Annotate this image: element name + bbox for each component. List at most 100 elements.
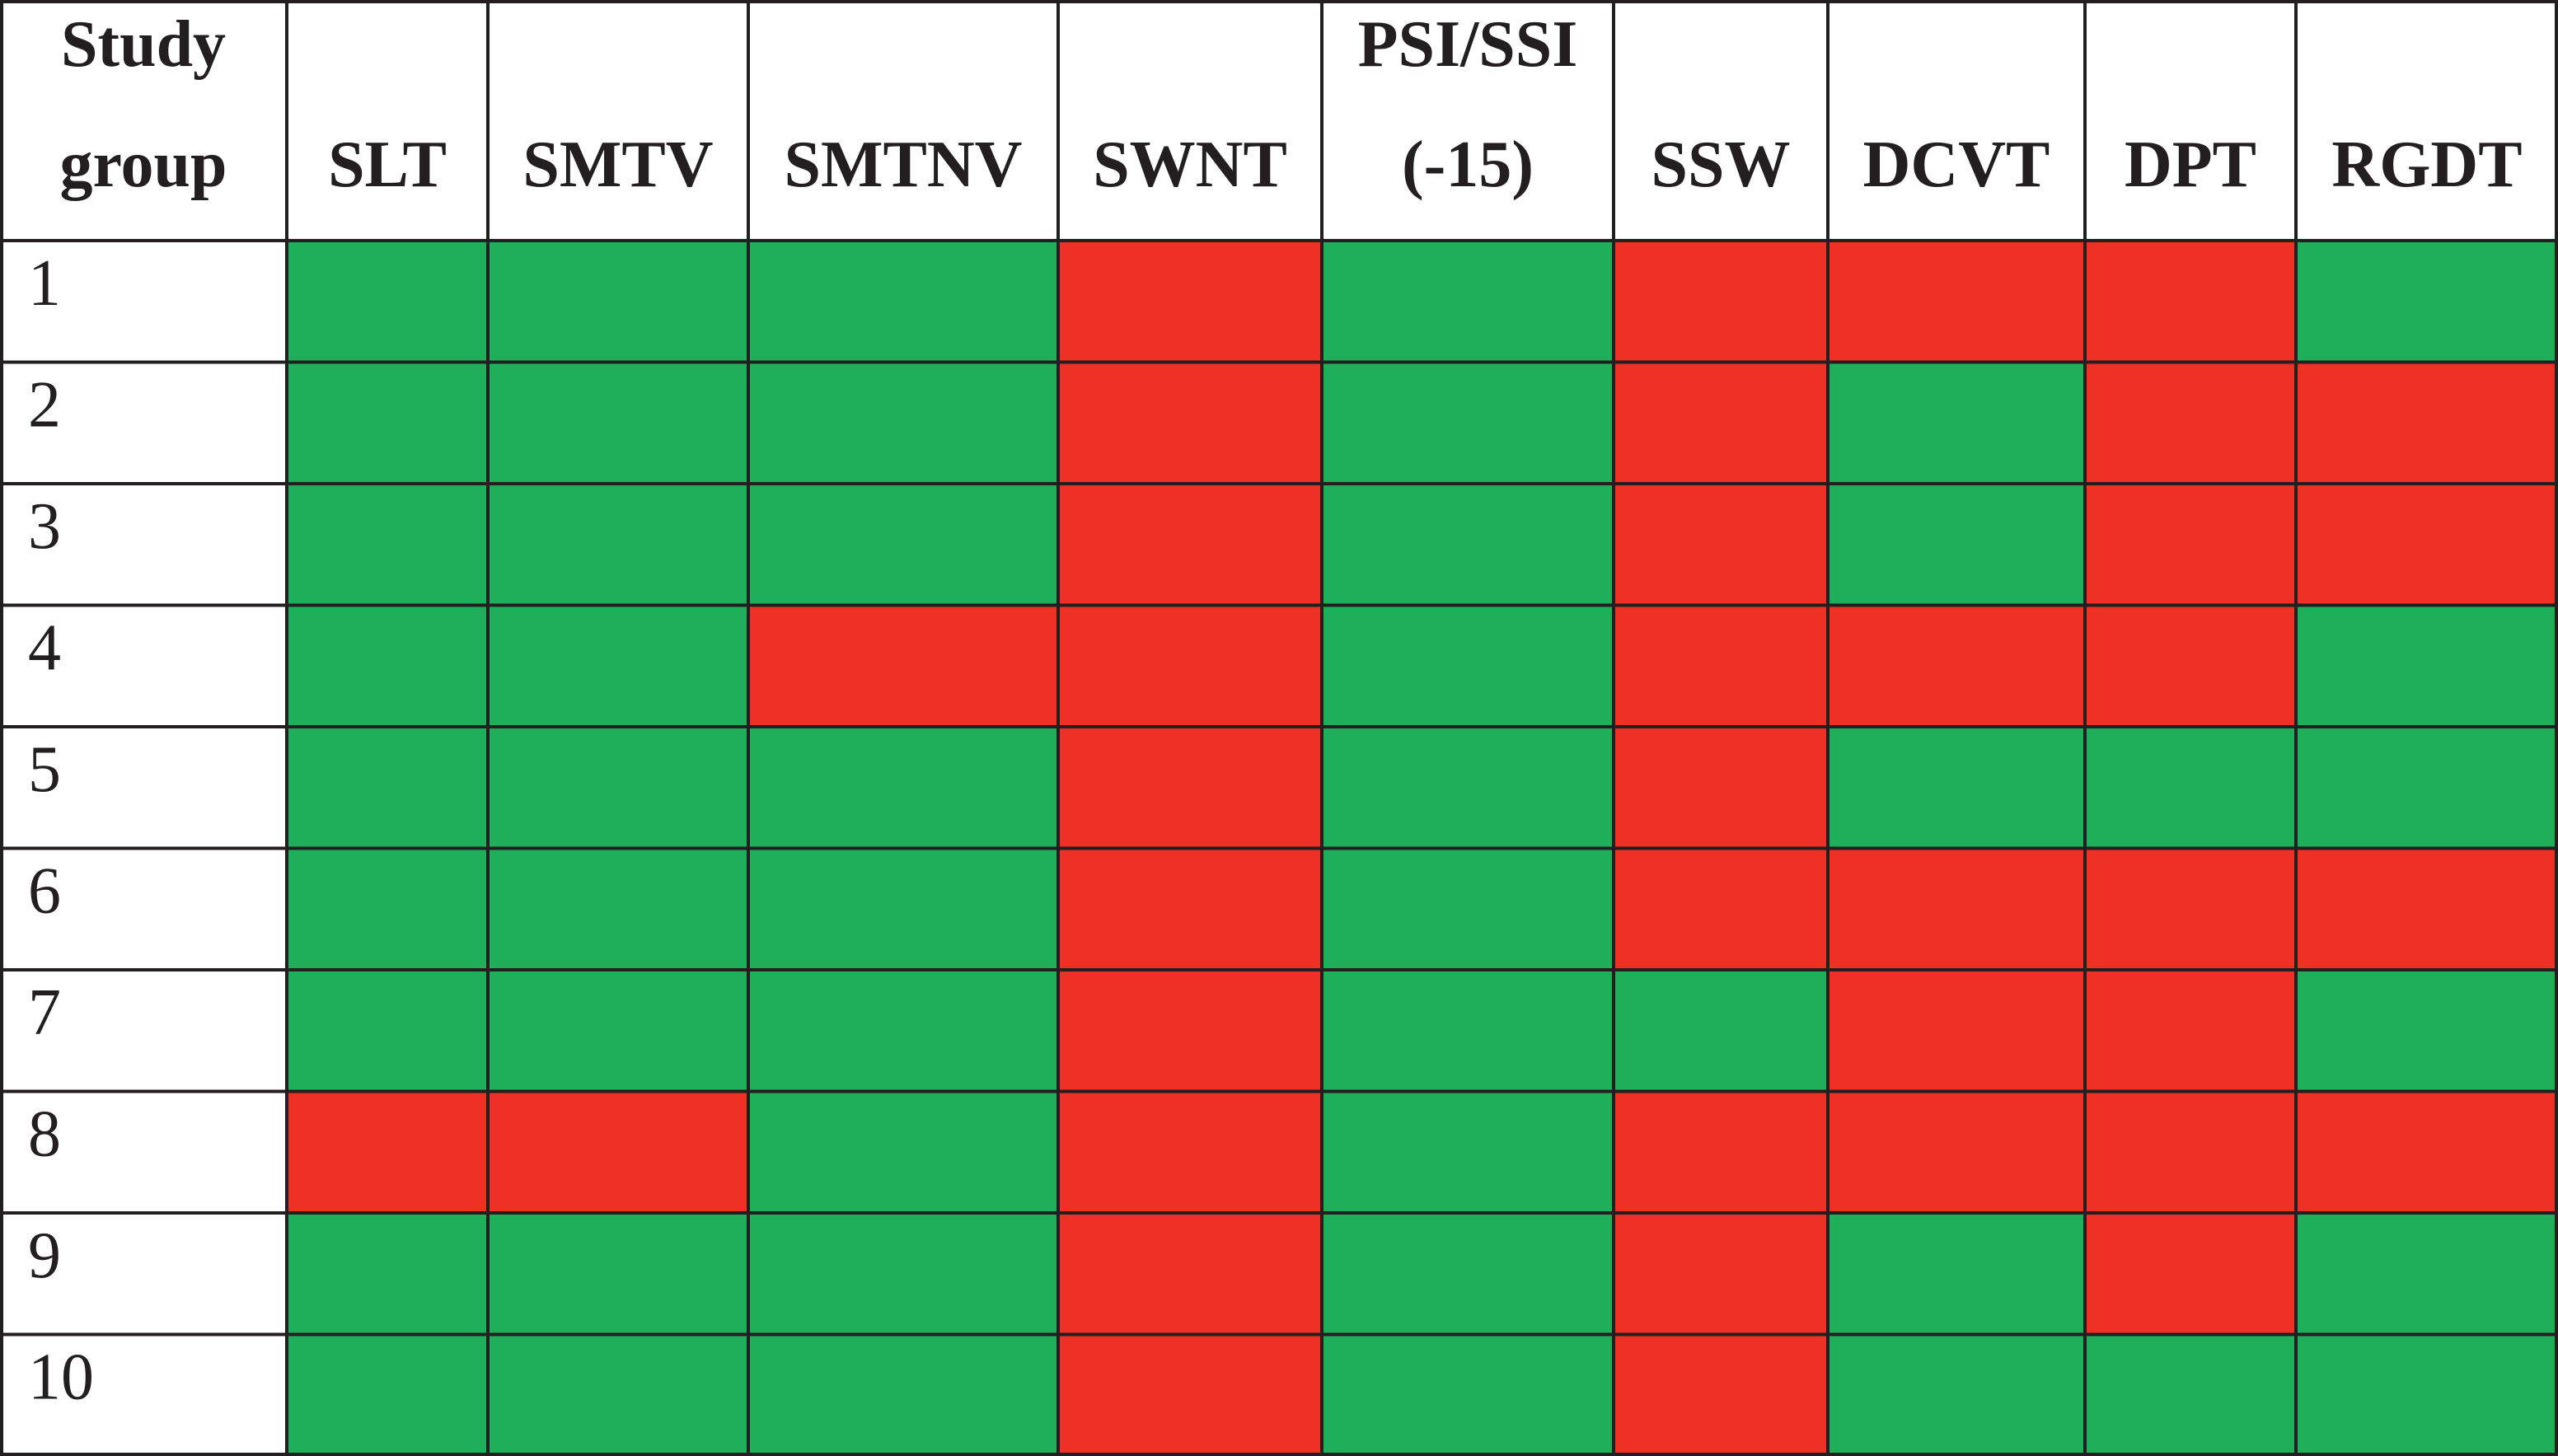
cell-r8-c5-green bbox=[1322, 1091, 1614, 1213]
cell-r2-c4-red bbox=[1058, 362, 1322, 484]
cell-r1-c1-green bbox=[287, 241, 488, 363]
cell-r1-c5-green bbox=[1322, 241, 1614, 363]
cell-r5-c1-green bbox=[287, 727, 488, 849]
cell-r4-c4-red bbox=[1058, 605, 1322, 727]
cell-r6-c4-red bbox=[1058, 848, 1322, 970]
cell-r1-c9-green bbox=[2296, 241, 2558, 363]
column-header-4: SWNT bbox=[1093, 129, 1287, 201]
column-header-9: RGDT bbox=[2331, 129, 2522, 201]
cell-r3-c4-red bbox=[1058, 484, 1322, 606]
row-label-1: 1 bbox=[28, 247, 61, 320]
cell-r5-c5-green bbox=[1322, 727, 1614, 849]
row-label-9: 9 bbox=[28, 1220, 61, 1292]
cell-r6-c5-green bbox=[1322, 848, 1614, 970]
cells-layer bbox=[287, 241, 2558, 1456]
cell-r9-c7-green bbox=[1828, 1213, 2085, 1335]
cell-r4-c7-red bbox=[1828, 605, 2085, 727]
row-header-line: Study bbox=[61, 8, 226, 81]
cell-r7-c9-green bbox=[2296, 970, 2558, 1092]
cell-r10-c6-red bbox=[1614, 1334, 1828, 1456]
cell-r10-c5-green bbox=[1322, 1334, 1614, 1456]
cell-r9-c5-green bbox=[1322, 1213, 1614, 1335]
cell-r9-c8-red bbox=[2085, 1213, 2296, 1335]
row-label-2: 2 bbox=[28, 369, 61, 442]
cell-r2-c2-green bbox=[488, 362, 748, 484]
row-label-4: 4 bbox=[28, 612, 61, 685]
cell-r3-c2-green bbox=[488, 484, 748, 606]
cell-r9-c4-red bbox=[1058, 1213, 1322, 1335]
cell-r7-c3-green bbox=[748, 970, 1058, 1092]
cell-r2-c5-green bbox=[1322, 362, 1614, 484]
row-header-line: group bbox=[59, 129, 227, 201]
cell-r3-c9-red bbox=[2296, 484, 2558, 606]
cell-r8-c6-red bbox=[1614, 1091, 1828, 1213]
cell-r2-c6-red bbox=[1614, 362, 1828, 484]
cell-r3-c1-green bbox=[287, 484, 488, 606]
cell-r6-c6-red bbox=[1614, 848, 1828, 970]
cell-r7-c8-red bbox=[2085, 970, 2296, 1092]
column-header-7: DCVT bbox=[1863, 129, 2050, 201]
row-header-label: Study group bbox=[59, 8, 227, 201]
column-header-1: SLT bbox=[328, 129, 447, 201]
cell-r2-c1-green bbox=[287, 362, 488, 484]
cell-r9-c1-green bbox=[287, 1213, 488, 1335]
cell-r3-c7-green bbox=[1828, 484, 2085, 606]
cell-r4-c2-green bbox=[488, 605, 748, 727]
column-headers: SLT SMTV SMTNV SWNT PSI/SSI (-15) SSW DCVT DPT RG… bbox=[328, 8, 2523, 201]
cell-r8-c1-red bbox=[287, 1091, 488, 1213]
cell-r5-c3-green bbox=[748, 727, 1058, 849]
cell-r10-c1-green bbox=[287, 1334, 488, 1456]
cell-r1-c2-green bbox=[488, 241, 748, 363]
cell-r3-c5-green bbox=[1322, 484, 1614, 606]
cell-r9-c9-green bbox=[2296, 1213, 2558, 1335]
cell-r3-c6-red bbox=[1614, 484, 1828, 606]
cell-r6-c1-green bbox=[287, 848, 488, 970]
cell-r10-c2-green bbox=[488, 1334, 748, 1456]
row-labels: 1 2 3 4 5 6 7 8 9 10 bbox=[28, 247, 94, 1414]
cell-r7-c2-green bbox=[488, 970, 748, 1092]
cell-r2-c3-green bbox=[748, 362, 1058, 484]
cell-r7-c5-green bbox=[1322, 970, 1614, 1092]
cell-r2-c7-green bbox=[1828, 362, 2085, 484]
cell-r8-c4-red bbox=[1058, 1091, 1322, 1213]
cell-r5-c4-red bbox=[1058, 727, 1322, 849]
cell-r10-c7-green bbox=[1828, 1334, 2085, 1456]
row-label-6: 6 bbox=[28, 855, 61, 928]
cell-r7-c1-green bbox=[287, 970, 488, 1092]
cell-r7-c6-green bbox=[1614, 970, 1828, 1092]
cell-r1-c7-red bbox=[1828, 241, 2085, 363]
cell-r8-c9-red bbox=[2296, 1091, 2558, 1213]
cell-r7-c7-red bbox=[1828, 970, 2085, 1092]
cell-r5-c8-green bbox=[2085, 727, 2296, 849]
row-label-8: 8 bbox=[28, 1098, 61, 1171]
cell-r8-c2-red bbox=[488, 1091, 748, 1213]
cell-r5-c9-green bbox=[2296, 727, 2558, 849]
cell-r1-c4-red bbox=[1058, 241, 1322, 363]
column-header-2: SMTV bbox=[522, 129, 713, 201]
column-header-6: SSW bbox=[1651, 129, 1791, 201]
cell-r5-c6-red bbox=[1614, 727, 1828, 849]
column-header-3: SMTNV bbox=[785, 129, 1023, 201]
cell-r4-c8-red bbox=[2085, 605, 2296, 727]
cell-r6-c2-green bbox=[488, 848, 748, 970]
cell-r3-c8-red bbox=[2085, 484, 2296, 606]
cell-r8-c8-red bbox=[2085, 1091, 2296, 1213]
cell-r1-c6-red bbox=[1614, 241, 1828, 363]
cell-r1-c3-green bbox=[748, 241, 1058, 363]
row-label-5: 5 bbox=[28, 733, 61, 806]
cell-r10-c8-green bbox=[2085, 1334, 2296, 1456]
cell-r5-c2-green bbox=[488, 727, 748, 849]
cell-r10-c3-green bbox=[748, 1334, 1058, 1456]
column-header-5: PSI/SSI bbox=[1358, 8, 1578, 81]
column-header-5: (-15) bbox=[1402, 129, 1534, 201]
row-label-3: 3 bbox=[28, 490, 61, 563]
cell-r3-c3-green bbox=[748, 484, 1058, 606]
cell-r2-c8-red bbox=[2085, 362, 2296, 484]
cell-r4-c1-green bbox=[287, 605, 488, 727]
column-header-8: DPT bbox=[2125, 129, 2256, 201]
cell-r6-c7-red bbox=[1828, 848, 2085, 970]
cell-r4-c3-red bbox=[748, 605, 1058, 727]
row-label-10: 10 bbox=[28, 1341, 94, 1414]
